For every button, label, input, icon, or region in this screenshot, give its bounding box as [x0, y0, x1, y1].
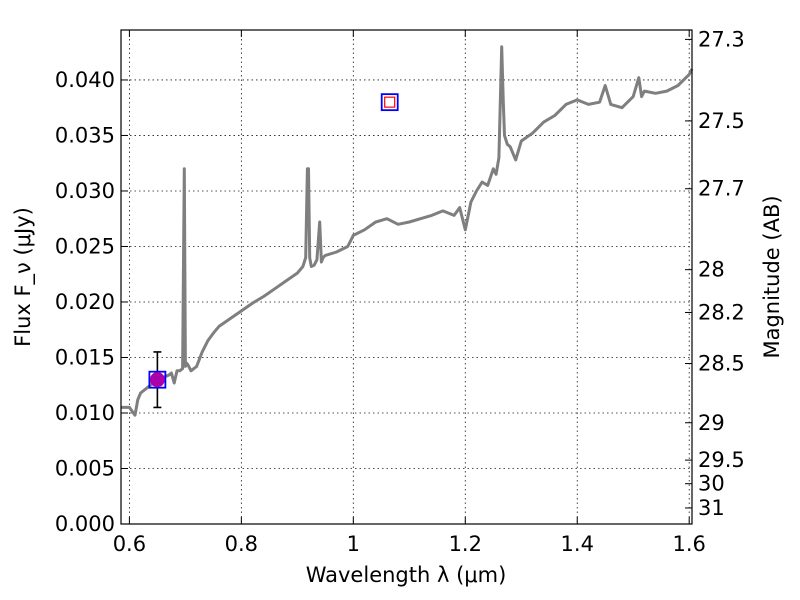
x-tick-label: 1.6	[672, 532, 705, 556]
upper-model-square	[380, 93, 399, 112]
y-tick-label: 0.025	[55, 234, 115, 258]
x-tick-label: 0.6	[113, 532, 146, 556]
right-tick-label: 27.3	[698, 27, 745, 51]
right-tick-label: 28	[698, 258, 725, 282]
right-tick-label: 31	[698, 496, 725, 520]
grid	[121, 30, 692, 525]
y-tick-label: 0.030	[55, 179, 115, 203]
right-tick-label: 28.5	[698, 352, 745, 376]
right-axis-label: Magnitude (AB)	[760, 195, 784, 358]
x-axis-label: Wavelength λ (μm)	[306, 563, 507, 587]
y-tick-label: 0.035	[55, 123, 115, 147]
y-tick-label: 0.000	[55, 512, 115, 536]
y-tick-label: 0.005	[55, 456, 115, 480]
right-tick-label: 30	[698, 472, 725, 496]
y-axis-label: Flux F_ν (μJy)	[11, 207, 36, 347]
y-tick-label: 0.010	[55, 401, 115, 425]
plot-frame	[120, 29, 693, 525]
right-tick-label: 27.7	[698, 177, 745, 201]
y-axis: 0.000 0.005 0.010 0.015 0.020 0.025 0.030 0.035…	[55, 68, 128, 536]
observed-photometry-point	[149, 372, 165, 388]
x-tick-label: 1	[347, 532, 360, 556]
spectrum-line	[121, 45, 694, 417]
x-axis: 0.6 0.8 1 1.2 1.4 1.6	[113, 30, 706, 556]
photometry-points	[148, 93, 399, 409]
right-tick-label: 29.5	[698, 448, 745, 472]
x-tick-label: 1.2	[449, 532, 482, 556]
right-tick-label: 29	[698, 411, 725, 435]
right-tick-label: 28.2	[698, 300, 745, 324]
right-tick-label: 27.5	[698, 109, 745, 133]
x-tick-label: 1.4	[561, 532, 594, 556]
y-tick-label: 0.015	[55, 345, 115, 369]
y-tick-label: 0.040	[55, 68, 115, 92]
model-photometry-square	[148, 370, 167, 389]
x-tick-label: 0.8	[225, 532, 258, 556]
y-tick-label: 0.020	[55, 290, 115, 314]
upper-model-inner-square	[384, 96, 396, 108]
